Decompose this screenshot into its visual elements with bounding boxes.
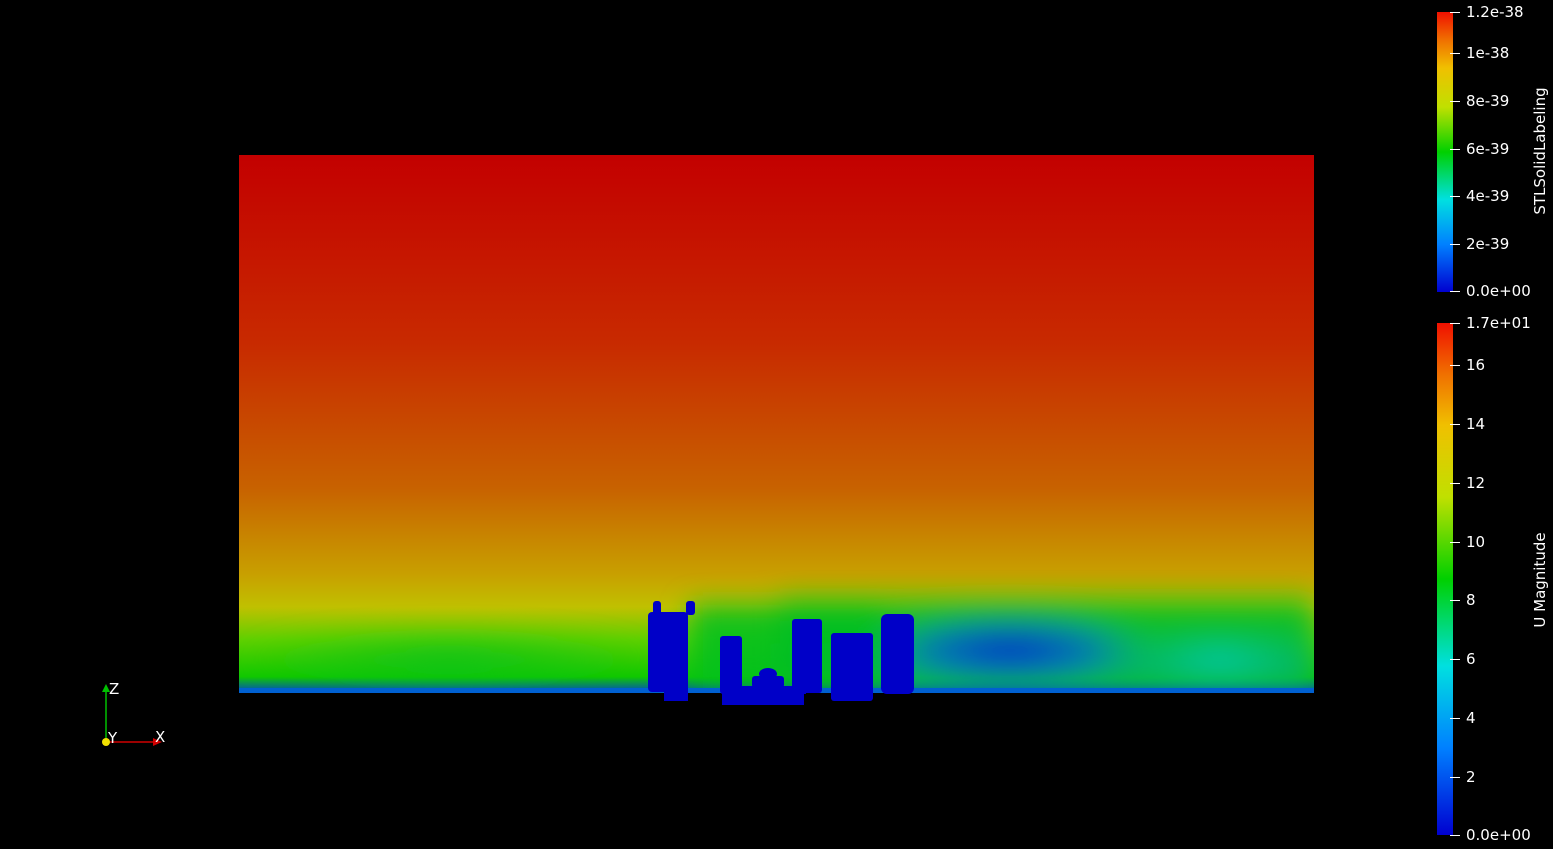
building-4 — [792, 619, 822, 693]
building-3-mid — [752, 676, 784, 688]
building-1-base — [664, 688, 688, 701]
tick-mark — [1450, 365, 1460, 366]
colorbar-stl-gradient — [1437, 12, 1453, 292]
colorbar-stl-ticks: 1.2e-38 1e-38 8e-39 6e-39 4e-39 2e-39 0.… — [1450, 0, 1540, 300]
colorbar-tick-label: 8e-39 — [1466, 92, 1510, 110]
colorbar-tick-label: 2 — [1466, 768, 1476, 786]
tick-mark — [1450, 53, 1460, 54]
tick-mark — [1450, 659, 1460, 660]
tick-mark — [1450, 424, 1460, 425]
colorbar-tick-label: 1e-38 — [1466, 44, 1510, 62]
x-axis-arrow — [153, 738, 162, 746]
colorbar-tick-label: 6 — [1466, 650, 1476, 668]
colorbar-u-gradient — [1437, 323, 1453, 835]
building-1-spire-right — [686, 601, 695, 615]
colorbar-stl-title: STLSolidLabeling — [1531, 87, 1549, 215]
z-axis-label: Z — [109, 680, 120, 698]
building-6 — [881, 614, 914, 694]
tick-mark — [1450, 835, 1460, 836]
tick-mark — [1450, 244, 1460, 245]
wake-cyan-region — [1110, 630, 1314, 690]
tick-mark — [1450, 777, 1460, 778]
building-3-low — [740, 686, 806, 694]
colorbar-tick-label: 0.0e+00 — [1466, 826, 1531, 844]
colorbar-u-title: U Magnitude — [1531, 532, 1549, 628]
y-axis-label: Y — [108, 729, 118, 747]
colorbar-tick-label: 12 — [1466, 474, 1486, 492]
flow-domain — [239, 155, 1314, 693]
building-3-dome — [759, 668, 777, 680]
colorbar-tick-label: 2e-39 — [1466, 235, 1510, 253]
building-5 — [831, 633, 873, 701]
tick-mark — [1450, 600, 1460, 601]
tick-mark — [1450, 542, 1460, 543]
tick-mark — [1450, 12, 1460, 13]
colorbar-tick-label: 4 — [1466, 709, 1476, 727]
tick-mark — [1450, 291, 1460, 292]
building-1 — [648, 612, 688, 692]
colorbar-tick-label: 14 — [1466, 415, 1486, 433]
upstream-green-region — [239, 630, 659, 690]
z-axis-arrow — [102, 684, 110, 692]
tick-mark — [1450, 196, 1460, 197]
colorbar-tick-label: 1.2e-38 — [1466, 3, 1524, 21]
colorbar-tick-label: 1.7e+01 — [1466, 314, 1531, 332]
colorbar-u-ticks: 1.7e+01 16 14 12 10 8 6 4 2 0.0e+00 — [1450, 310, 1540, 849]
wake-blue-region — [860, 610, 1160, 690]
colorbar-tick-label: 0.0e+00 — [1466, 282, 1531, 300]
tick-mark — [1450, 718, 1460, 719]
y-axis-dot — [102, 738, 110, 746]
colorbar-stl-solid-labeling — [1437, 12, 1453, 292]
building-1-spire-left — [653, 601, 661, 615]
colorbar-tick-label: 16 — [1466, 356, 1486, 374]
orientation-axes-glyph — [102, 684, 162, 746]
colorbar-tick-label: 6e-39 — [1466, 140, 1510, 158]
colorbar-tick-label: 8 — [1466, 591, 1476, 609]
tick-mark — [1450, 483, 1460, 484]
tick-mark — [1450, 101, 1460, 102]
orientation-axes: Z Y X — [95, 680, 185, 760]
colorbar-u-magnitude — [1437, 323, 1453, 835]
colorbar-u-title-wrap: U Magnitude — [1490, 532, 1553, 627]
tick-mark — [1450, 149, 1460, 150]
colorbar-tick-label: 10 — [1466, 533, 1486, 551]
colorbar-tick-label: 4e-39 — [1466, 187, 1510, 205]
tick-mark — [1450, 323, 1460, 324]
building-2 — [720, 636, 742, 694]
colorbar-stl-title-wrap: STLSolidLabeling — [1490, 87, 1553, 214]
building-obstacles — [648, 601, 914, 705]
x-axis-label: X — [155, 728, 166, 746]
